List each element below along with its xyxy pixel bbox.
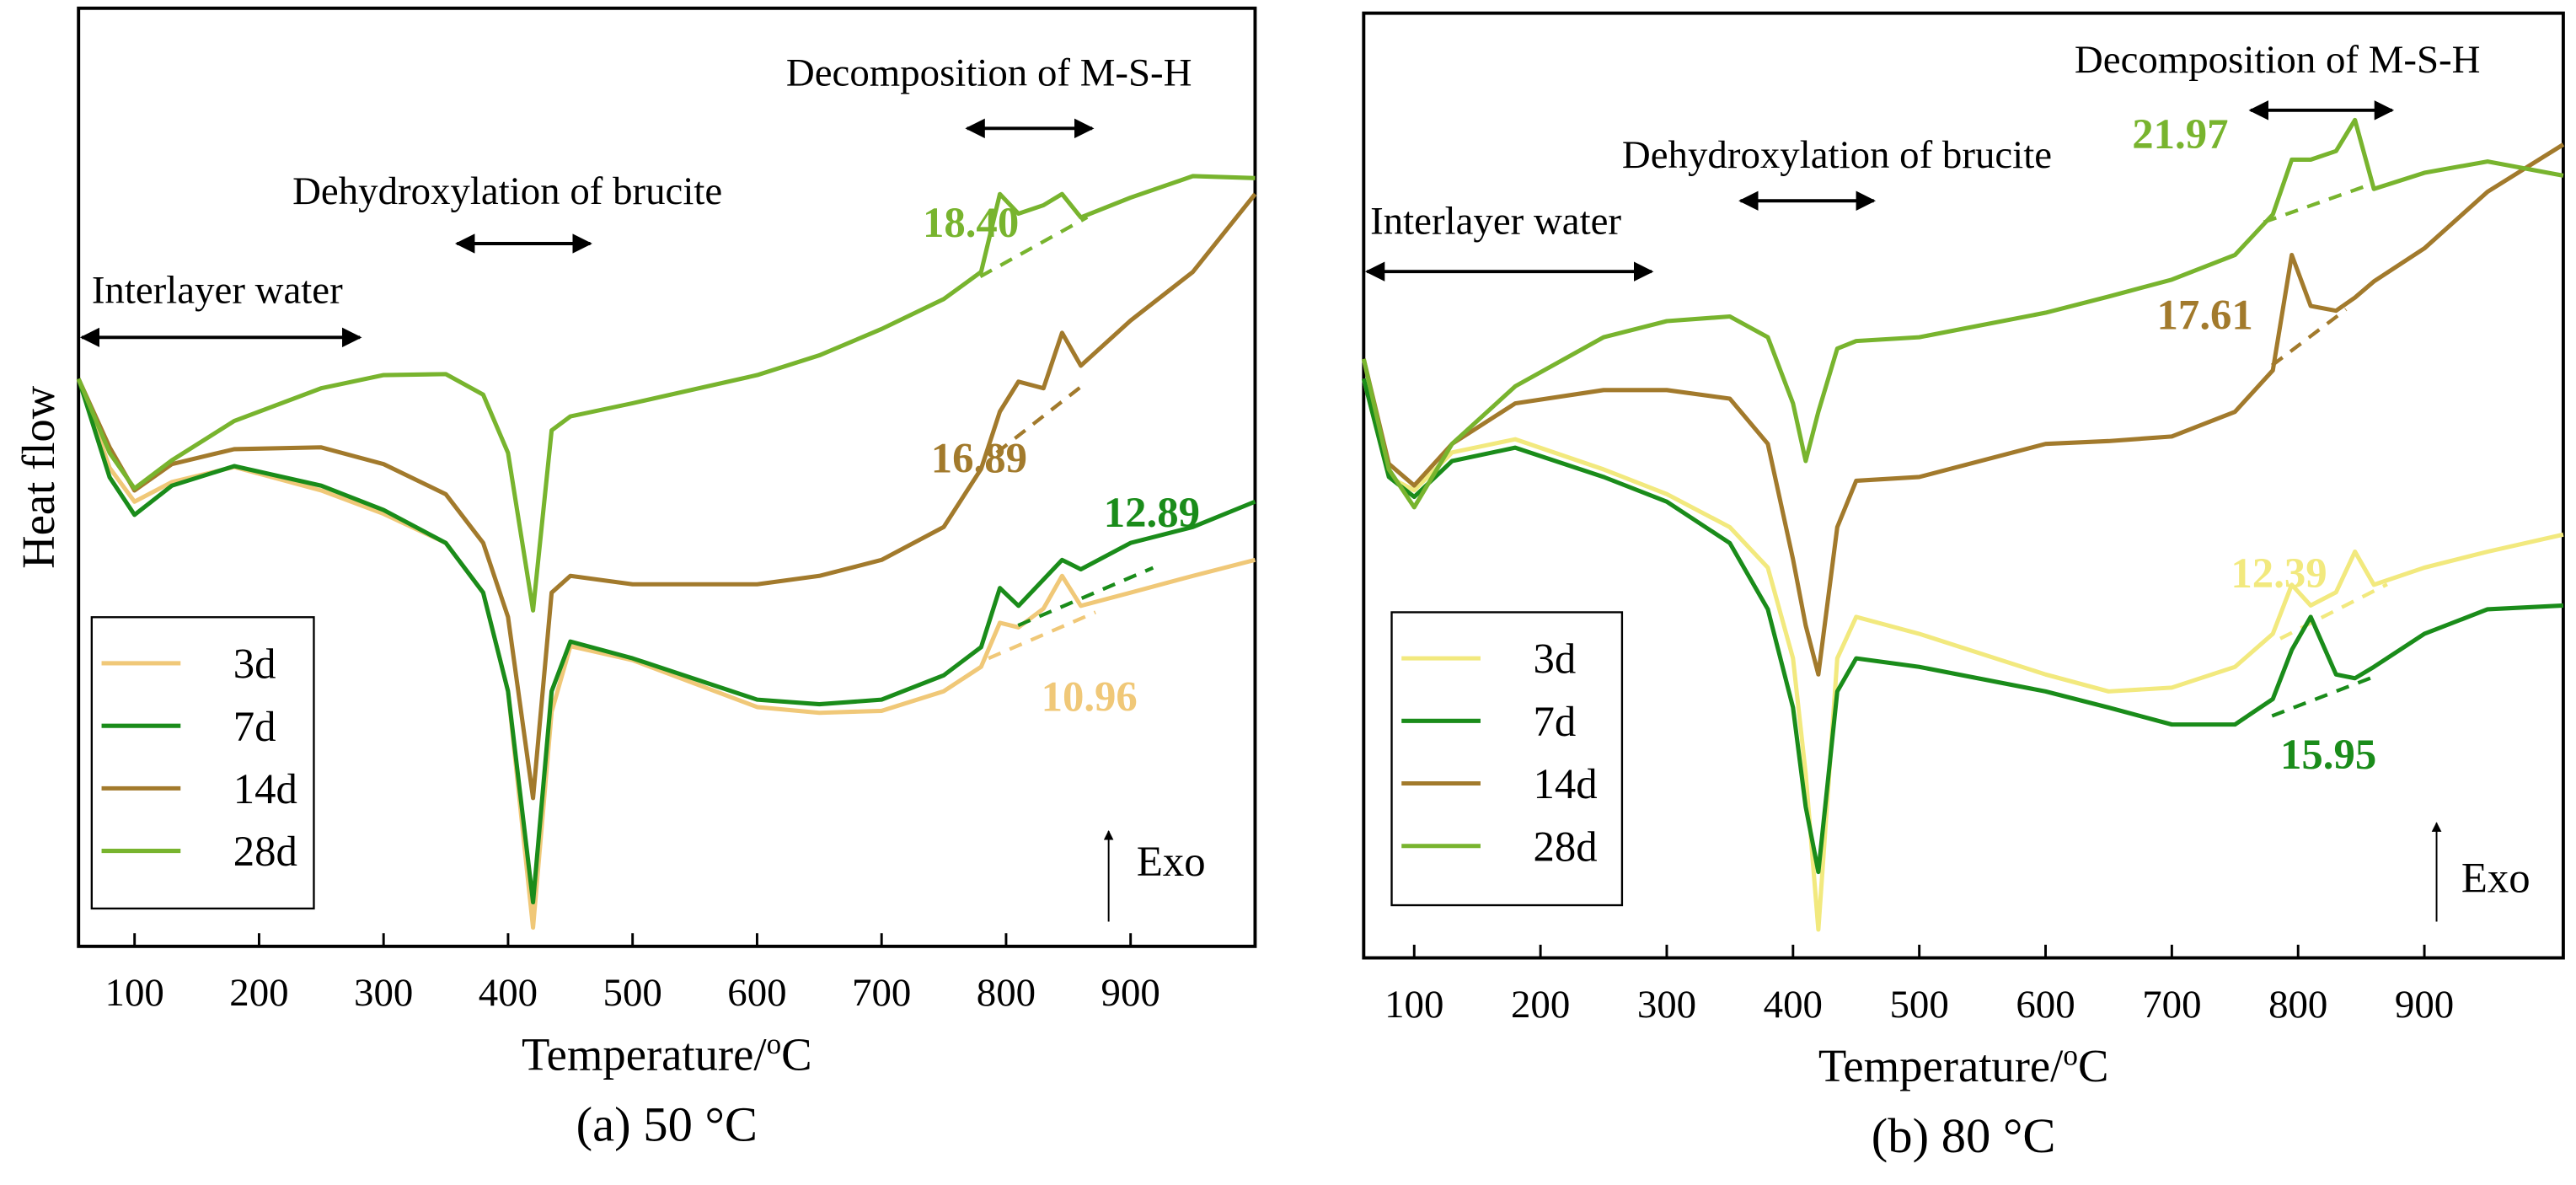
peak-label: 12.39 [2231,550,2327,597]
x-tick-label: 200 [229,971,288,1015]
x-tick-label: 900 [2395,983,2454,1027]
curve [76,378,1256,905]
x-tick-label: 200 [1511,983,1570,1027]
annotation: Interlayer water [92,268,343,312]
peak-label: 21.97 [2132,110,2228,158]
x-tick-label: 300 [354,971,413,1015]
curve [1361,142,2565,677]
plot-frame [1362,11,2565,960]
exo-label: Exo [1137,838,1206,885]
annotation: Decomposition of M-S-H [786,51,1192,95]
baseline [979,215,1089,278]
annotation: Interlayer water [1370,199,1621,243]
peak-label: 18.40 [923,199,1019,246]
x-tick-label: 700 [852,971,911,1015]
legend-box [1390,611,1624,907]
peak-label: 15.95 [2280,731,2376,778]
x-tick-label: 600 [2016,983,2075,1027]
legend-label: 3d [233,641,276,688]
legend-label: 3d [1533,635,1576,683]
annotation: Decomposition of M-S-H [2075,38,2481,82]
x-label-sup: o [767,1027,782,1060]
x-tick-label: 400 [1764,983,1823,1027]
x-tick-label: 800 [2268,983,2327,1027]
peak-label: 17.61 [2157,292,2253,339]
x-label-unit: C [2078,1040,2108,1091]
x-tick-label: 300 [1637,983,1696,1027]
baseline [988,610,1096,661]
x-label-text: Temperature/ [522,1028,767,1080]
exo-label: Exo [2461,854,2530,901]
x-axis-label: Temperature/oC [1818,1038,2109,1091]
legend-label: 14d [1533,760,1597,807]
legend-label: 28d [1533,823,1597,870]
x-tick-label: 500 [1890,983,1949,1027]
peak-label: 16.89 [931,434,1027,481]
x-tick-label: 900 [1101,971,1160,1015]
x-tick-label: 400 [479,971,538,1015]
x-tick-label: 500 [603,971,662,1015]
curve [76,192,1257,801]
curve [76,174,1256,613]
peak-label: 10.96 [1042,673,1138,721]
legend-label: 7d [233,703,276,750]
x-label-text: Temperature/ [1818,1040,2064,1091]
x-tick-label: 700 [2142,983,2201,1027]
baseline [2271,673,2380,718]
baseline [995,380,1089,454]
legend-label: 7d [1533,698,1576,745]
legend-label: 14d [233,765,297,812]
x-tick-label: 100 [105,971,164,1015]
annotation: Dehydroxylation of brucite [292,169,722,213]
legend-label: 28d [233,828,297,875]
curve [1361,378,2564,932]
caption: (b) 80 °C [1872,1108,2056,1163]
x-tick-label: 600 [727,971,786,1015]
x-label-unit: C [781,1028,811,1080]
peak-label: 12.89 [1104,489,1200,536]
y-axis-label: Heat flow [13,385,64,569]
panel: 100 200 300 400 500 600 700 800 900 Temperature/o… [1361,11,2565,1163]
x-tick-label: 100 [1384,983,1443,1027]
x-tick-label: 800 [977,971,1036,1015]
baseline [1017,566,1154,628]
legend-box [90,616,315,910]
curve [1361,378,2564,875]
caption: (a) 50 °C [576,1097,758,1151]
curve [1361,117,2564,510]
plot-frame [77,6,1257,948]
baseline [2263,182,2372,224]
annotation: Dehydroxylation of brucite [1622,133,2052,177]
x-label-sup: o [2063,1038,2078,1071]
baseline [2270,308,2348,367]
baseline [2279,582,2388,641]
panel: 100 200 300 400 500 600 700 800 900 Temperature/o… [13,6,1257,1151]
x-axis-label: Temperature/oC [522,1027,812,1080]
